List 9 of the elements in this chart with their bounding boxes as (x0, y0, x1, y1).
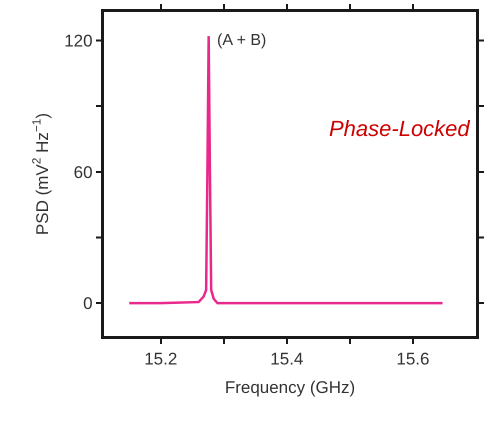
x-tick-label: 15.4 (270, 349, 304, 368)
x-tick-label: 15.2 (144, 349, 178, 368)
annotation: (A + B) (217, 32, 266, 49)
x-axis-title: Frequency (GHz) (224, 378, 356, 397)
y-tick-label: 0 (83, 294, 93, 314)
annotation: Phase-Locked (329, 116, 470, 141)
y-tick-label: 120 (64, 31, 93, 50)
y-tick-label: 60 (74, 162, 93, 182)
x-tick-label: 15.6 (396, 349, 430, 368)
